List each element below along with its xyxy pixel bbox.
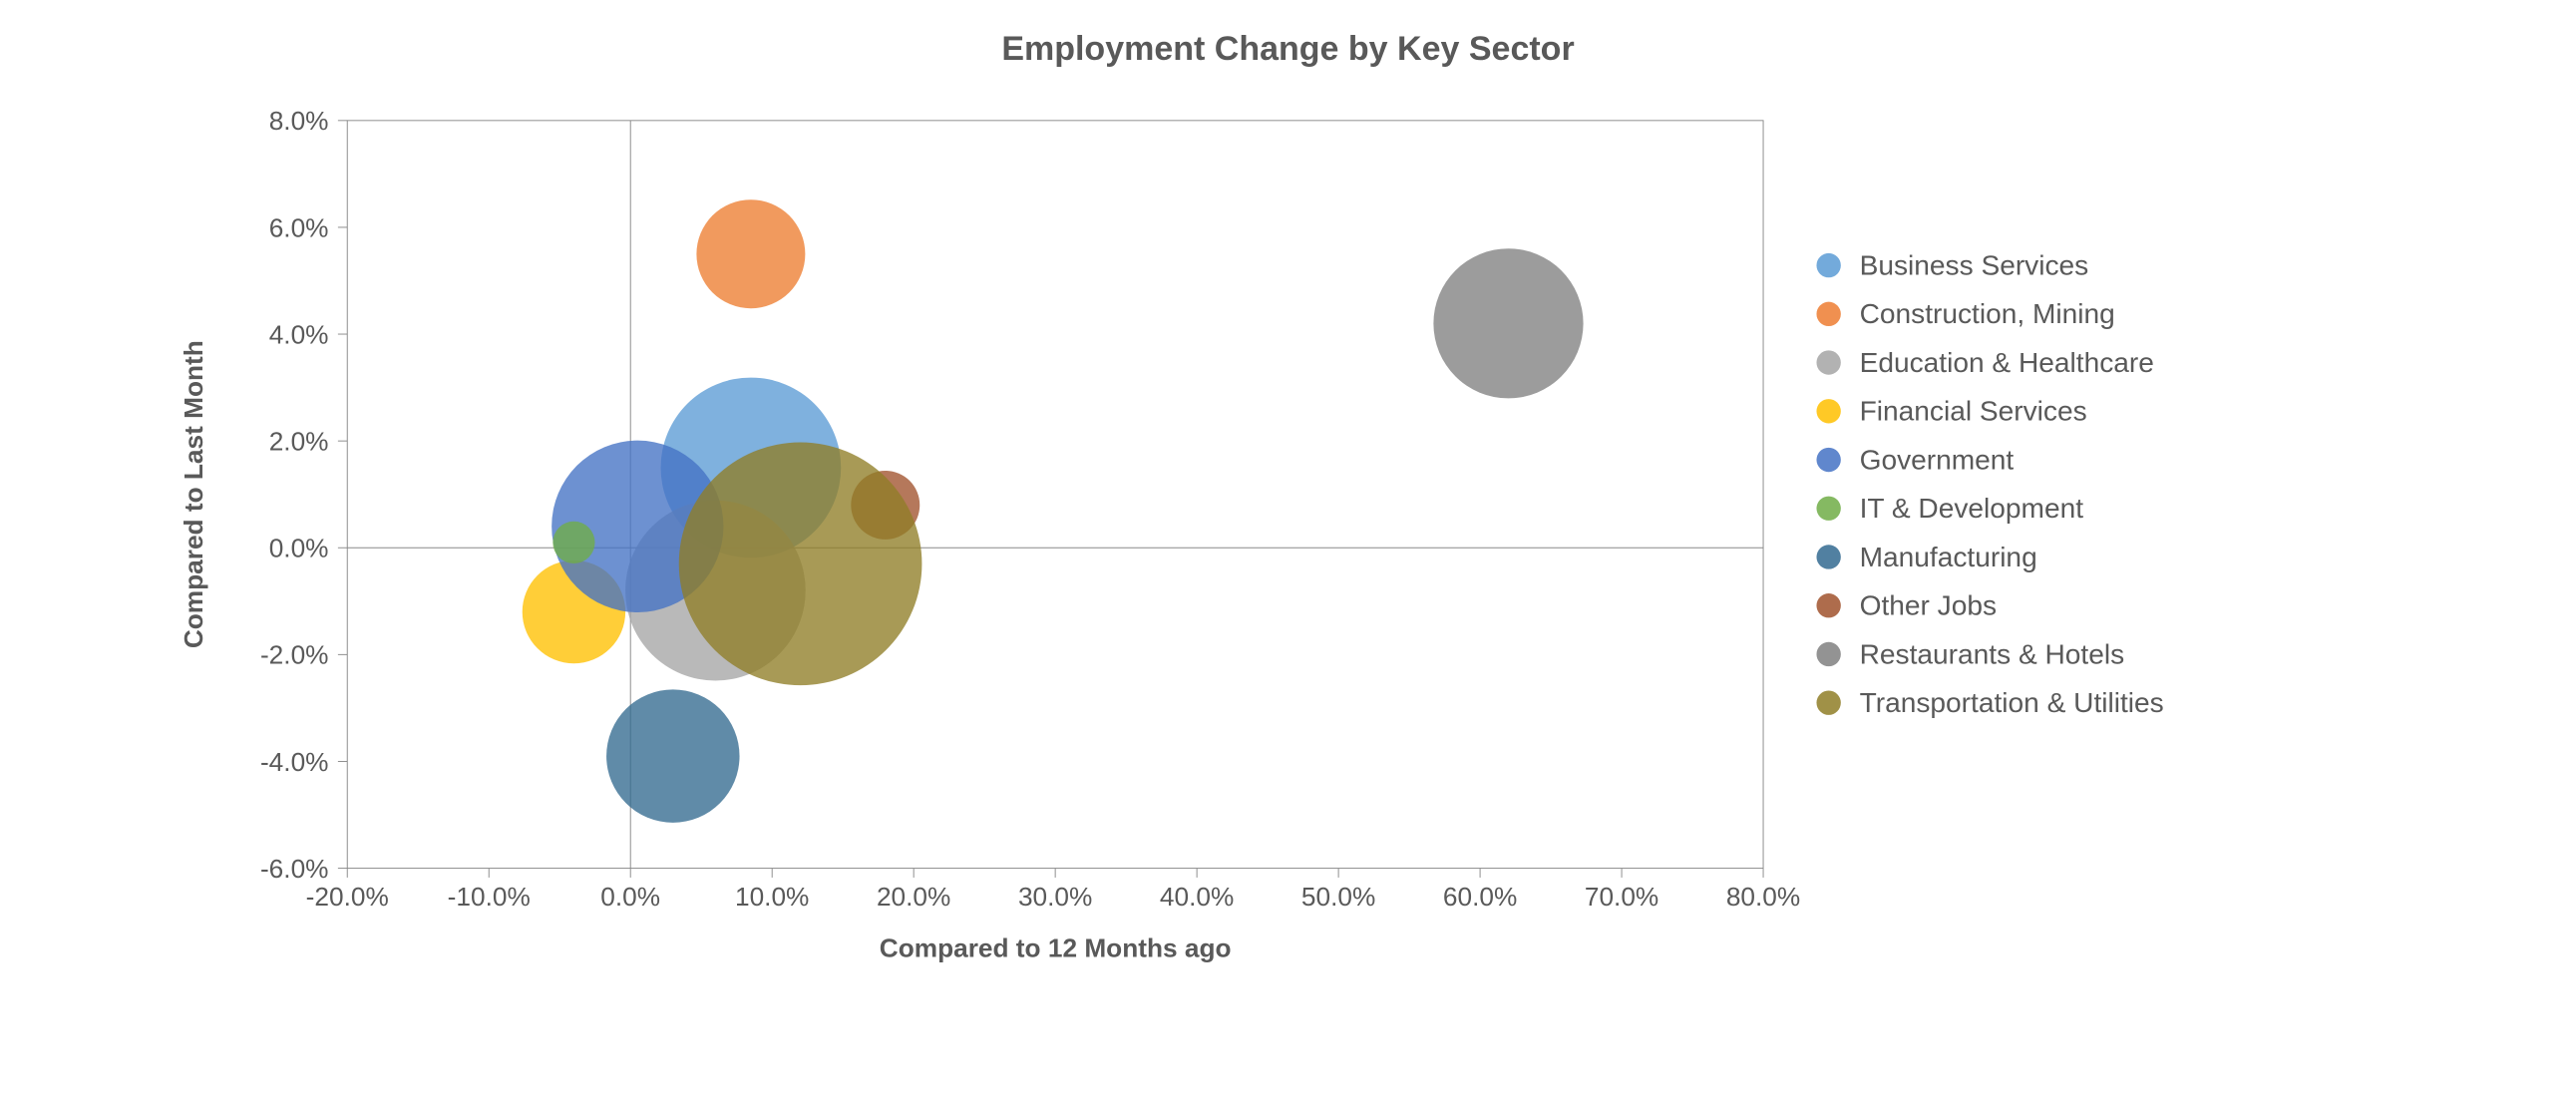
x-tick-label: 0.0% xyxy=(600,882,660,912)
y-tick-label: 6.0% xyxy=(269,212,329,242)
legend-marker xyxy=(1816,691,1840,715)
bubble-restaurants-hotels xyxy=(1433,248,1583,398)
x-tick-label: 10.0% xyxy=(735,882,809,912)
y-tick-label: 4.0% xyxy=(269,319,329,349)
x-tick-label: 80.0% xyxy=(1726,882,1800,912)
x-tick-label: -20.0% xyxy=(306,882,389,912)
legend-label: Construction, Mining xyxy=(1860,298,2115,329)
legend-label: Manufacturing xyxy=(1860,542,2037,572)
legend-marker xyxy=(1816,545,1840,568)
legend-marker xyxy=(1816,642,1840,666)
legend-label: Business Services xyxy=(1860,249,2089,280)
legend-marker xyxy=(1816,448,1840,472)
legend-marker xyxy=(1816,253,1840,277)
x-tick-label: 60.0% xyxy=(1443,882,1517,912)
x-tick-label: 70.0% xyxy=(1585,882,1658,912)
bubble-transportation-utilities xyxy=(679,442,922,685)
legend-label: Education & Healthcare xyxy=(1860,347,2154,378)
bubble-it-development xyxy=(552,522,594,563)
x-tick-label: 30.0% xyxy=(1018,882,1092,912)
legend-marker xyxy=(1816,593,1840,617)
legend-label: Financial Services xyxy=(1860,396,2087,427)
y-axis-title: Compared to Last Month xyxy=(179,340,208,648)
y-tick-label: 8.0% xyxy=(269,106,329,136)
legend-marker xyxy=(1816,302,1840,326)
legend-label: IT & Development xyxy=(1860,493,2084,524)
legend-label: Government xyxy=(1860,444,2015,475)
y-tick-label: 0.0% xyxy=(269,534,329,563)
y-tick-label: -4.0% xyxy=(260,747,329,777)
legend-marker xyxy=(1816,350,1840,374)
y-tick-label: -6.0% xyxy=(260,854,329,884)
x-tick-label: 50.0% xyxy=(1301,882,1375,912)
x-tick-label: 20.0% xyxy=(877,882,950,912)
x-tick-label: -10.0% xyxy=(448,882,531,912)
chart-canvas: -20.0% -10.0% 0.0% 10.0% 20.0% 30.0% 40.0% 50.0… xyxy=(0,0,2576,1040)
legend-label: Other Jobs xyxy=(1860,590,1998,621)
bubble-chart: Employment Change by Key Sector -20.0%-1… xyxy=(0,0,2576,1111)
legend-marker xyxy=(1816,497,1840,521)
x-axis-title: Compared to 12 Months ago xyxy=(880,933,1232,963)
legend-label: Restaurants & Hotels xyxy=(1860,638,2125,669)
y-tick-label: -2.0% xyxy=(260,640,329,670)
bubble-construction-mining xyxy=(696,199,805,308)
legend-label: Transportation & Utilities xyxy=(1860,687,2164,718)
y-tick-label: 2.0% xyxy=(269,427,329,457)
legend-marker xyxy=(1816,399,1840,423)
bubble-manufacturing xyxy=(606,689,739,822)
x-tick-label: 40.0% xyxy=(1160,882,1234,912)
